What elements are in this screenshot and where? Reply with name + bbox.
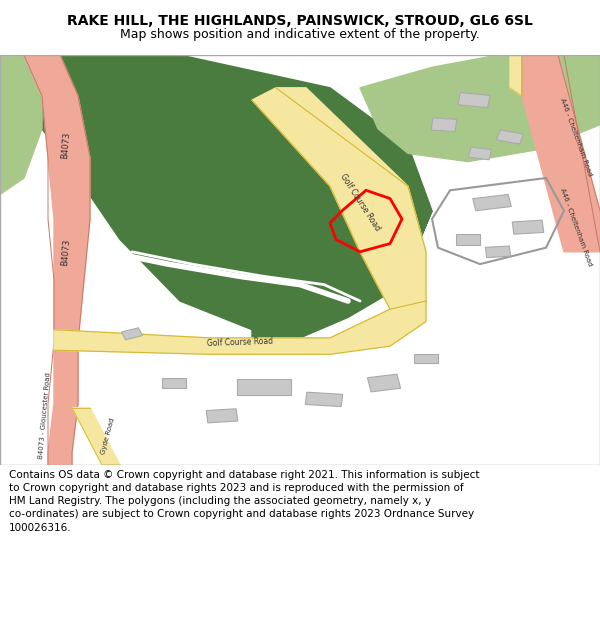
Polygon shape	[252, 88, 426, 309]
Polygon shape	[72, 408, 120, 465]
Polygon shape	[162, 378, 186, 388]
Polygon shape	[54, 301, 426, 354]
Text: Golf Course Road: Golf Course Road	[338, 173, 382, 232]
Text: Gyde Road: Gyde Road	[100, 418, 116, 455]
Polygon shape	[24, 55, 90, 465]
Text: A46 - Cheltenham Road: A46 - Cheltenham Road	[559, 97, 593, 177]
Polygon shape	[469, 147, 491, 160]
Polygon shape	[360, 55, 600, 162]
Polygon shape	[485, 246, 511, 258]
Polygon shape	[473, 194, 511, 211]
Polygon shape	[305, 392, 343, 407]
Text: Golf Course Road: Golf Course Road	[207, 336, 273, 348]
Text: A46 - Cheltenham Road: A46 - Cheltenham Road	[559, 188, 593, 267]
Polygon shape	[237, 379, 291, 395]
Polygon shape	[496, 130, 524, 144]
Text: B4073 - Gloucester Road: B4073 - Gloucester Road	[38, 372, 52, 459]
Polygon shape	[42, 55, 432, 330]
Polygon shape	[510, 55, 522, 96]
Polygon shape	[431, 118, 457, 131]
Polygon shape	[206, 409, 238, 423]
Polygon shape	[0, 55, 42, 194]
Polygon shape	[414, 354, 438, 362]
Polygon shape	[367, 374, 401, 392]
Text: B4073: B4073	[61, 238, 71, 266]
Text: Contains OS data © Crown copyright and database right 2021. This information is : Contains OS data © Crown copyright and d…	[9, 470, 479, 532]
Polygon shape	[456, 234, 480, 244]
Polygon shape	[121, 328, 143, 340]
Text: Map shows position and indicative extent of the property.: Map shows position and indicative extent…	[120, 28, 480, 41]
Polygon shape	[512, 220, 544, 234]
Polygon shape	[522, 55, 600, 252]
Text: B4073: B4073	[61, 131, 71, 159]
Polygon shape	[458, 92, 490, 108]
Text: RAKE HILL, THE HIGHLANDS, PAINSWICK, STROUD, GL6 6SL: RAKE HILL, THE HIGHLANDS, PAINSWICK, STR…	[67, 14, 533, 28]
Polygon shape	[252, 211, 432, 338]
